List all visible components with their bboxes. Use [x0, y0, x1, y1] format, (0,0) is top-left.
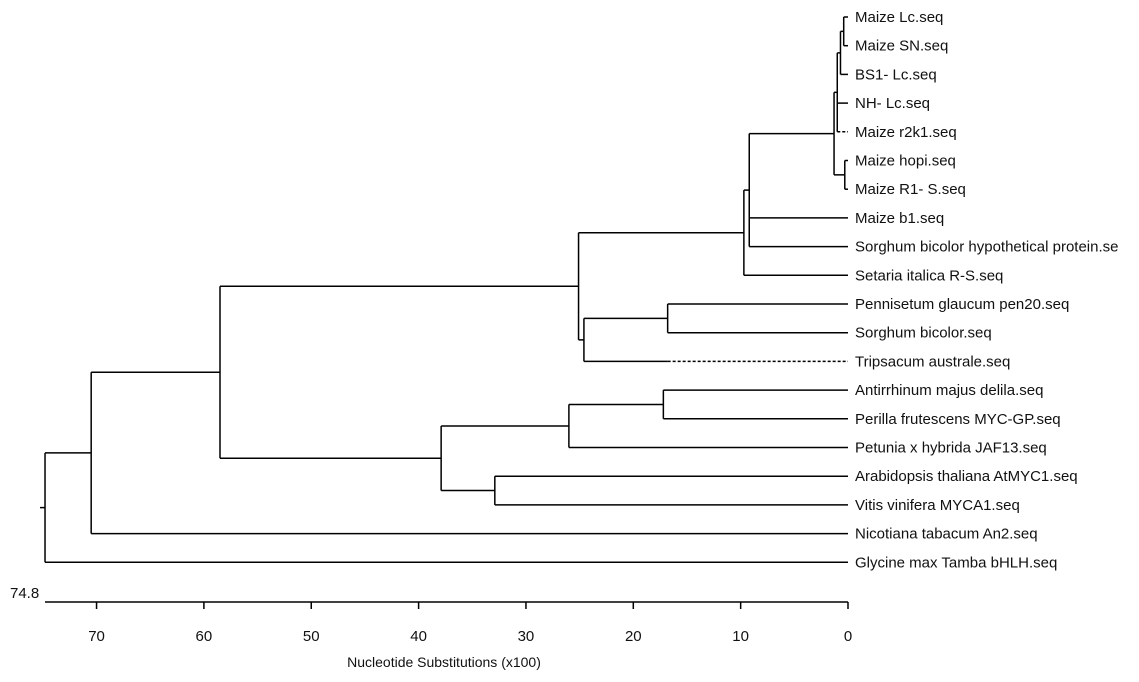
distance-axis: 74.8 70 60 50 40 30 20 10 0 Nucleotide Substitu… — [10, 585, 852, 670]
leaf-label: Vitis vinifera MYCA1.seq — [855, 497, 1020, 514]
leaf-label: Antirrhinum majus delila.seq — [855, 382, 1043, 399]
leaf-label: BS1- Lc.seq — [855, 66, 937, 83]
axis-tick-label: 20 — [625, 628, 642, 645]
leaf-label: Glycine max Tamba bHLH.seq — [855, 554, 1057, 571]
axis-tick-label: 40 — [410, 628, 427, 645]
leaf-label: Maize r2k1.seq — [855, 124, 957, 141]
leaf-label: Sorghum bicolor.seq — [855, 325, 992, 342]
axis-tick-label: 10 — [732, 628, 749, 645]
axis-tick-label: 0 — [844, 628, 852, 645]
axis-tick-label: 60 — [196, 628, 213, 645]
leaf-labels: Maize Lc.seq Maize SN.seq BS1- Lc.seq NH- L… — [855, 9, 1118, 571]
axis-tick-label: 70 — [88, 628, 105, 645]
tree-branches — [40, 16, 848, 564]
leaf-label: Arabidopsis thaliana AtMYC1.seq — [855, 468, 1078, 485]
leaf-label: Maize SN.seq — [855, 38, 948, 55]
leaf-label: Tripsacum australe.seq — [855, 353, 1010, 370]
leaf-label: Petunia x hybrida JAF13.seq — [855, 440, 1047, 457]
leaf-label: Maize Lc.seq — [855, 9, 943, 26]
leaf-label: Pennisetum glaucum pen20.seq — [855, 296, 1069, 313]
axis-tick-label: 30 — [518, 628, 535, 645]
leaf-label: Nicotiana tabacum An2.seq — [855, 526, 1038, 543]
leaf-label: Sorghum bicolor hypothetical protein.se — [855, 239, 1118, 256]
root-distance-label: 74.8 — [10, 585, 39, 602]
leaf-label: Setaria italica R-S.seq — [855, 267, 1003, 284]
leaf-label: Maize R1- S.seq — [855, 181, 966, 198]
leaf-label: NH- Lc.seq — [855, 95, 930, 112]
leaf-label: Perilla frutescens MYC-GP.seq — [855, 411, 1061, 428]
axis-label: Nucleotide Substitutions (x100) — [347, 654, 541, 670]
leaf-label: Maize hopi.seq — [855, 153, 956, 170]
axis-tick-label: 50 — [303, 628, 320, 645]
leaf-label: Maize b1.seq — [855, 210, 944, 227]
axis-ticks: 70 60 50 40 30 20 10 0 — [88, 602, 852, 645]
